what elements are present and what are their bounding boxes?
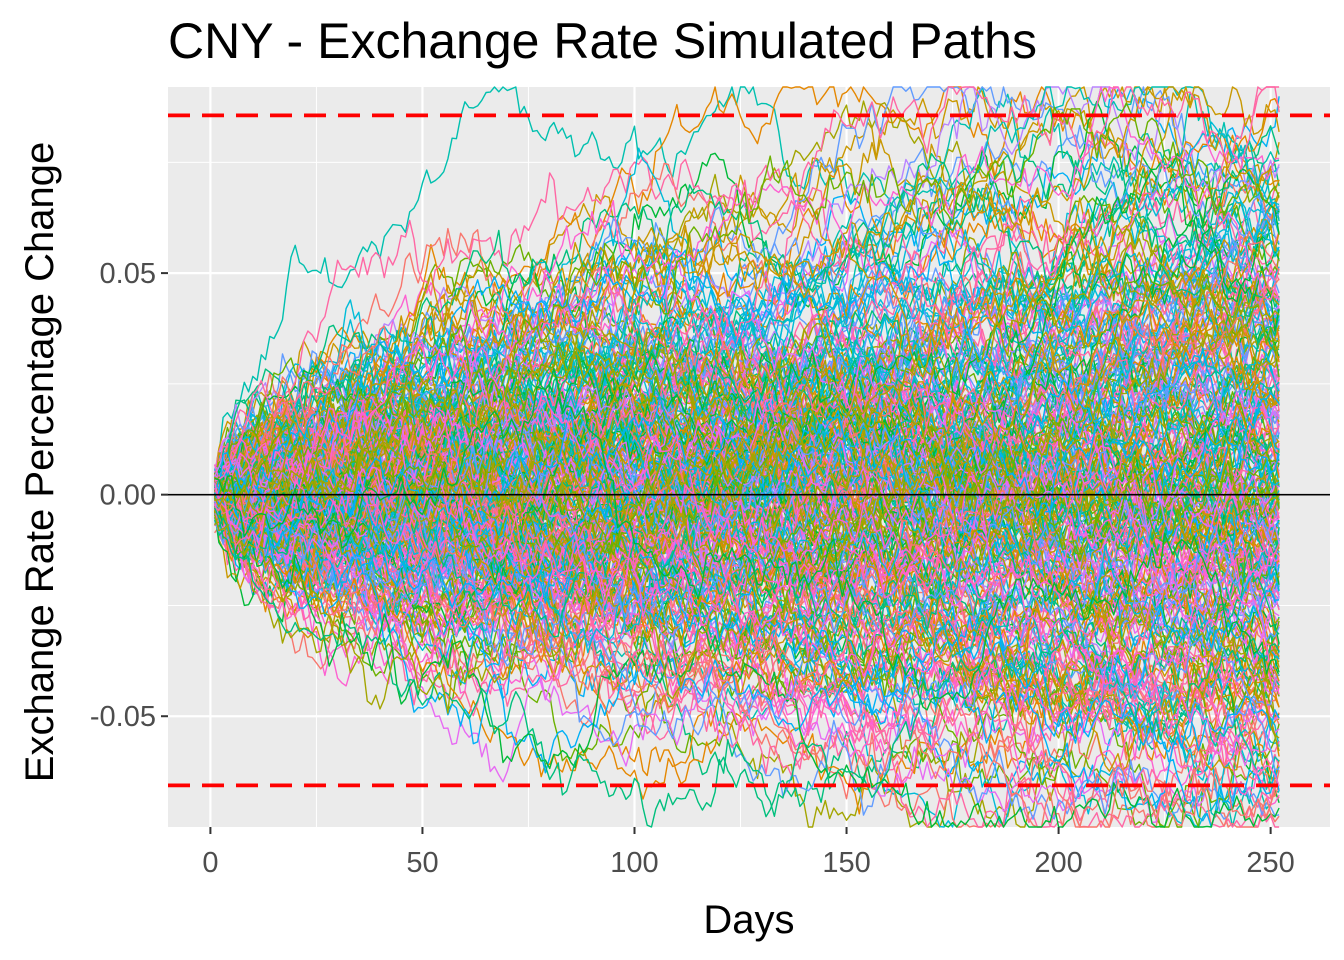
simulated-path (213, 86, 1280, 480)
x-tick-label: 100 (610, 847, 658, 879)
simulated-path (213, 478, 1280, 828)
simulated-path (214, 493, 1280, 820)
simulated-path (213, 86, 1280, 515)
simulated-path (214, 408, 1280, 646)
simulated-path (213, 384, 1280, 549)
simulated-path (214, 387, 1280, 604)
simulated-path (213, 231, 1280, 517)
simulated-path (213, 412, 1280, 702)
simulated-path (214, 319, 1280, 502)
simulated-path (214, 307, 1280, 561)
x-tick-label: 0 (202, 847, 218, 879)
simulated-path (214, 475, 1280, 712)
simulated-path (214, 341, 1280, 621)
simulated-path (213, 153, 1280, 504)
axis-ticks: 0 50 100 150 200 250 -0.05 0.00 0.05 (90, 258, 1295, 879)
simulated-path (214, 384, 1280, 620)
y-tick-label: -0.05 (90, 701, 156, 733)
simulated-path (214, 506, 1280, 828)
x-tick-label: 250 (1246, 847, 1294, 879)
simulated-path (214, 451, 1280, 740)
chart-title: CNY - Exchange Rate Simulated Paths (168, 13, 1037, 69)
simulated-path (213, 331, 1280, 558)
simulated-path (214, 373, 1280, 556)
simulated-path (213, 400, 1280, 622)
simulated-path (213, 335, 1280, 552)
simulated-path (214, 406, 1280, 655)
reference-lines (168, 113, 1330, 788)
simulated-path (213, 468, 1280, 715)
y-axis-title: Exchange Rate Percentage Change (18, 142, 62, 782)
simulated-path (214, 413, 1280, 555)
x-tick-label: 200 (1034, 847, 1082, 879)
simulated-paths (213, 86, 1280, 828)
simulated-path (213, 494, 1280, 828)
x-tick-label: 150 (822, 847, 870, 879)
y-tick-label: 0.00 (100, 480, 156, 512)
x-axis-title: Days (703, 898, 794, 942)
simulated-path (213, 332, 1280, 585)
x-tick-label: 50 (406, 847, 438, 879)
simulated-path (214, 398, 1280, 531)
simulated-path (213, 492, 1280, 752)
simulated-path (213, 401, 1280, 647)
simulated-path (214, 102, 1280, 493)
simulated-path (213, 472, 1280, 695)
simulated-path (213, 224, 1280, 503)
y-tick-label: 0.05 (100, 258, 156, 290)
